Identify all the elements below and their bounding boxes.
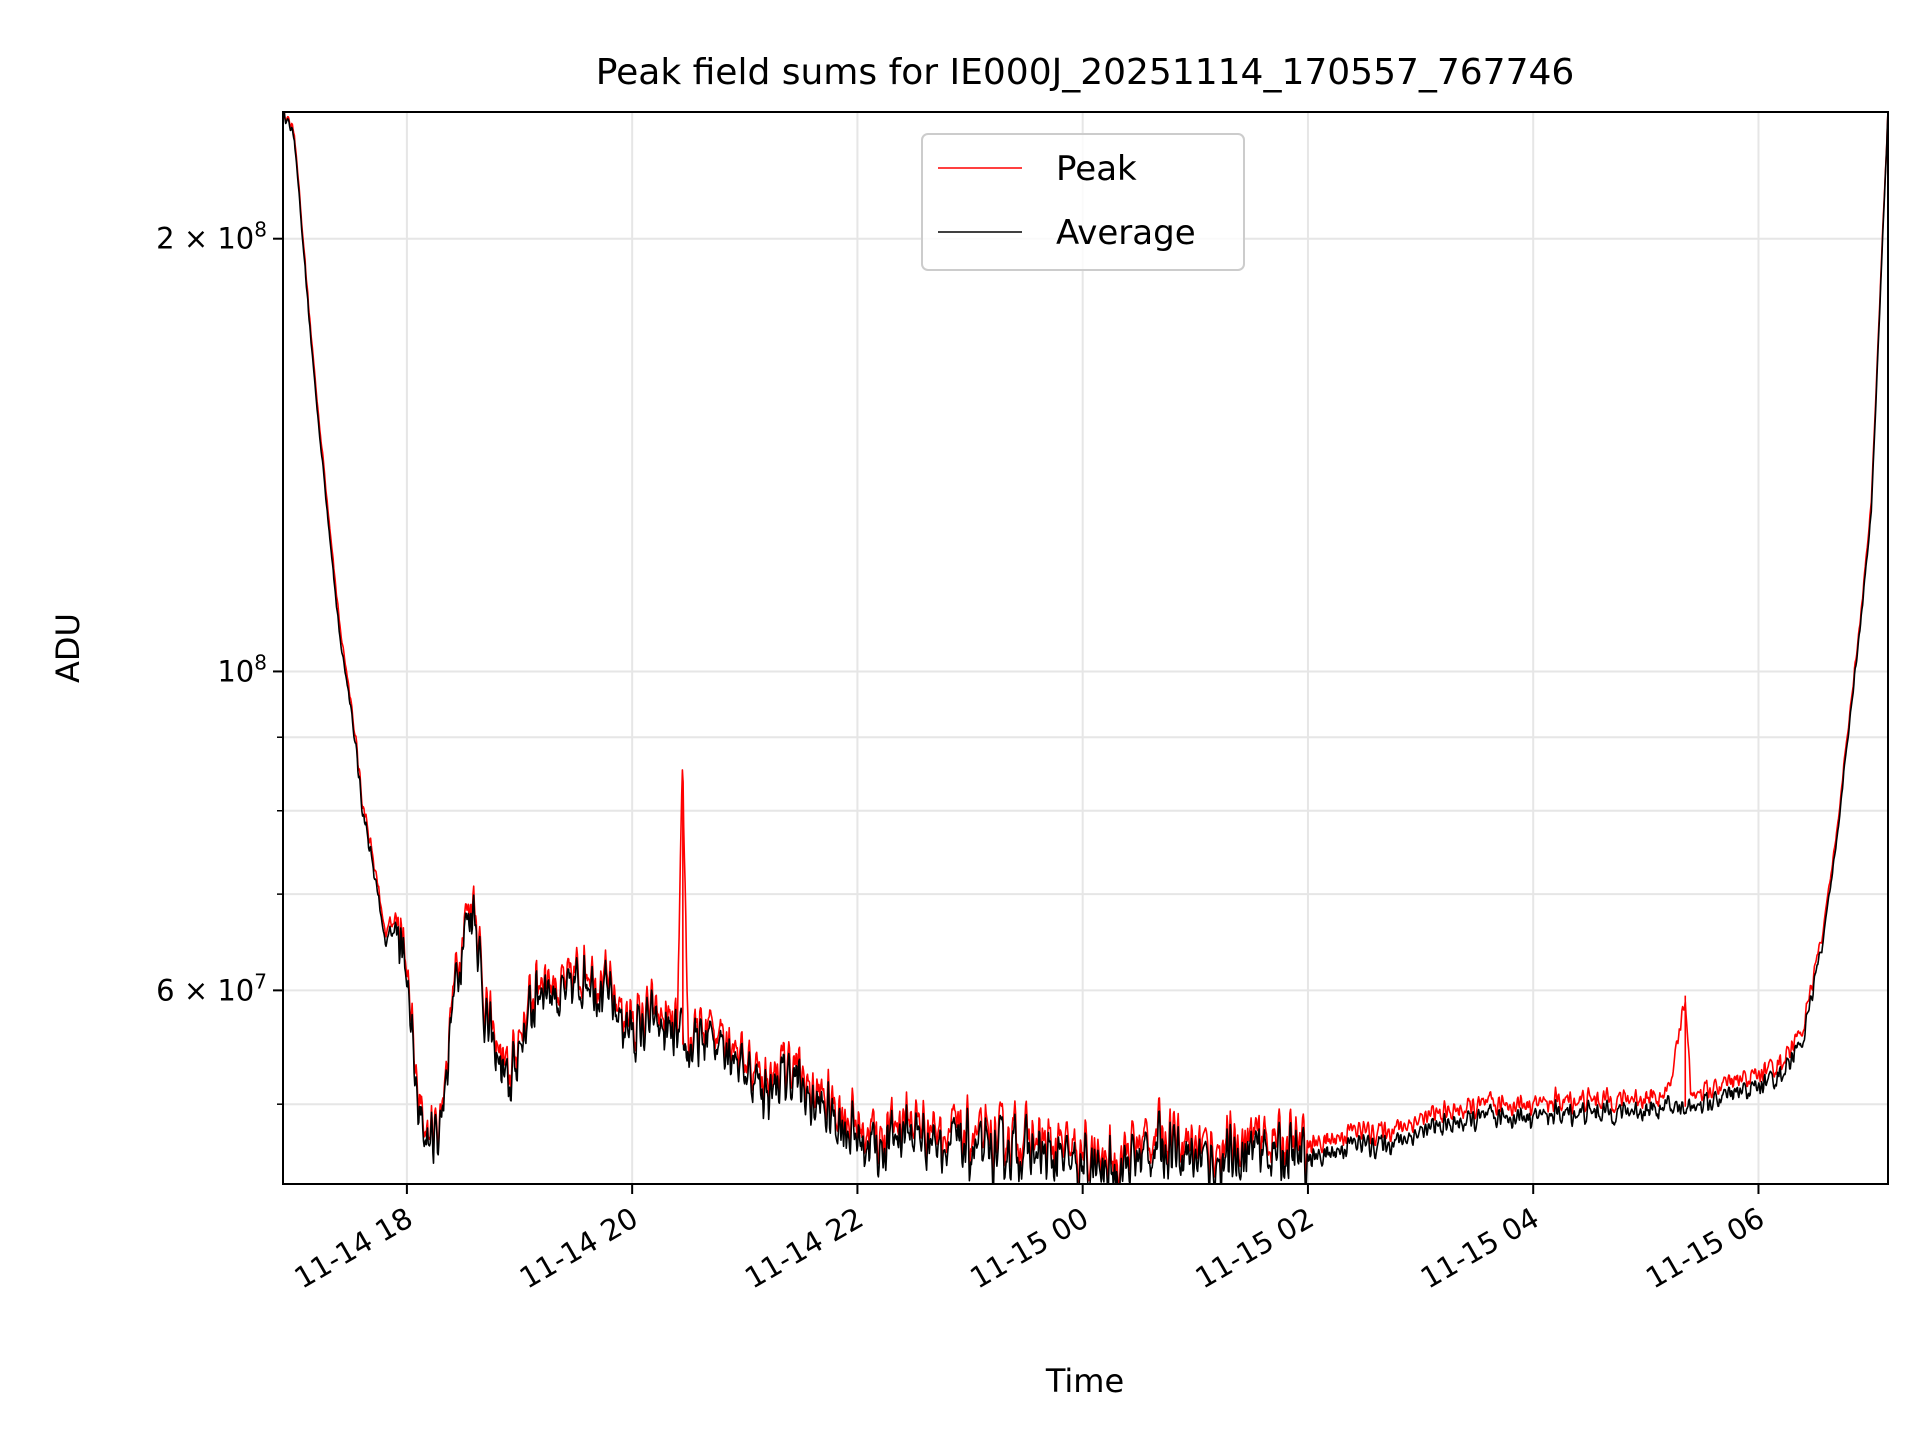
y-axis-label: ADU	[49, 613, 87, 683]
plot-area	[283, 112, 1888, 1184]
y-tick-label: 2 × 108	[156, 218, 267, 256]
series-line-average	[283, 112, 1888, 1184]
legend-label-average: Average	[1056, 213, 1196, 253]
y-tick-label: 108	[217, 650, 267, 688]
y-tick-label: 6 × 107	[156, 969, 267, 1007]
x-axis-label: Time	[1045, 1362, 1124, 1400]
series-line-peak	[283, 112, 1888, 1184]
legend: Peak Average	[921, 133, 1245, 271]
chart-title: Peak field sums for IE000J_20251114_1705…	[596, 52, 1575, 93]
legend-label-peak: Peak	[1056, 149, 1137, 189]
plot-frame	[282, 111, 1889, 1185]
